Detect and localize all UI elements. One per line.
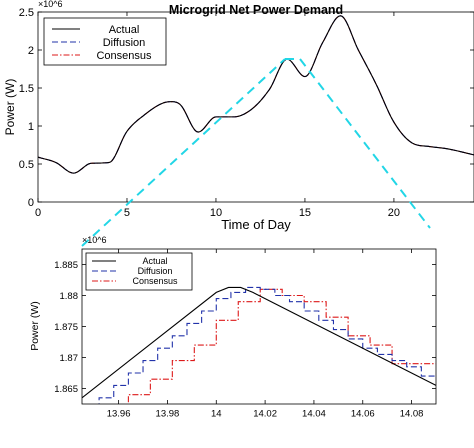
main-y-tick-label: 1 xyxy=(28,121,34,133)
zoom-x-tick-label: 13.96 xyxy=(107,409,131,420)
zoom-y-ticks: 1.865 1.87 1.875 1.88 1.885 xyxy=(54,260,436,395)
main-y-axis-label: Power (W) xyxy=(3,79,17,136)
main-x-tick-label: 20 xyxy=(388,207,400,219)
zoom-x-tick-label: 13.98 xyxy=(156,409,180,420)
zoom-legend-label-diffusion: Diffusion xyxy=(138,266,173,276)
zoom-connector-left xyxy=(81,58,286,247)
zoom-series-actual xyxy=(82,286,436,399)
main-legend: Actual Diffusion Consensus xyxy=(43,17,167,66)
main-legend-label-consensus: Consensus xyxy=(96,50,152,62)
main-y-tick-label: 1.5 xyxy=(19,83,34,95)
zoom-x-tick-label: 14.06 xyxy=(351,409,375,420)
zoom-y-axis-label: Power (W) xyxy=(29,301,41,351)
main-x-tick-label: 10 xyxy=(210,207,222,219)
zoom-legend: Actual Diffusion Consensus xyxy=(85,252,193,291)
main-x-axis-label: Time of Day xyxy=(221,217,291,232)
main-plot-area xyxy=(38,15,474,174)
main-chart: Microgrid Net Power Demand ×10^6 0 5 10 15 2… xyxy=(3,0,474,232)
zoom-connector xyxy=(81,58,431,247)
main-x-ticks: 0 5 10 15 20 xyxy=(35,12,400,219)
main-y-ticks: 0 0.5 1 1.5 2 2.5 xyxy=(19,7,474,209)
main-legend-label-diffusion: Diffusion xyxy=(103,37,146,49)
main-y-tick-label: 0 xyxy=(28,197,34,209)
zoom-plot-area xyxy=(82,286,436,404)
main-x-tick-label: 5 xyxy=(124,207,130,219)
main-plot-frame xyxy=(37,11,474,203)
zoom-series-consensus xyxy=(127,288,436,404)
main-legend-box xyxy=(43,17,167,66)
zoom-y-tick-label: 1.88 xyxy=(60,291,79,302)
zoom-y-tick-label: 1.87 xyxy=(60,353,79,364)
zoom-y-tick-label: 1.885 xyxy=(54,260,78,271)
zoom-x-tick-label: 14.04 xyxy=(302,409,326,420)
zoom-x-ticks: 13.96 13.98 14 14.02 14.04 14.06 14.08 xyxy=(107,249,424,420)
main-y-tick-label: 2.5 xyxy=(19,7,34,19)
main-series-actual xyxy=(38,15,474,174)
zoom-x-tick-label: 14.02 xyxy=(253,409,277,420)
main-chart-title: Microgrid Net Power Demand xyxy=(169,3,343,17)
zoom-chart: ×10^6 13.96 13.98 14 14.02 14.04 14.06 14.08 1… xyxy=(29,235,437,420)
main-y-tick-label: 2 xyxy=(28,45,34,57)
zoom-legend-label-consensus: Consensus xyxy=(132,276,178,286)
zoom-legend-label-actual: Actual xyxy=(142,256,167,266)
zoom-connector-right xyxy=(299,58,431,229)
zoom-x-tick-label: 14 xyxy=(211,409,222,420)
zoom-y-tick-label: 1.865 xyxy=(54,384,78,395)
main-x-tick-label: 0 xyxy=(35,207,41,219)
main-legend-label-actual: Actual xyxy=(109,24,140,36)
main-chart-exponent: ×10^6 xyxy=(38,0,63,9)
main-y-tick-label: 0.5 xyxy=(19,159,34,171)
zoom-series-diffusion xyxy=(98,286,436,404)
zoom-x-tick-label: 14.08 xyxy=(400,409,424,420)
zoom-chart-exponent: ×10^6 xyxy=(82,235,107,245)
main-x-tick-label: 15 xyxy=(299,207,311,219)
zoom-y-tick-label: 1.875 xyxy=(54,322,78,333)
